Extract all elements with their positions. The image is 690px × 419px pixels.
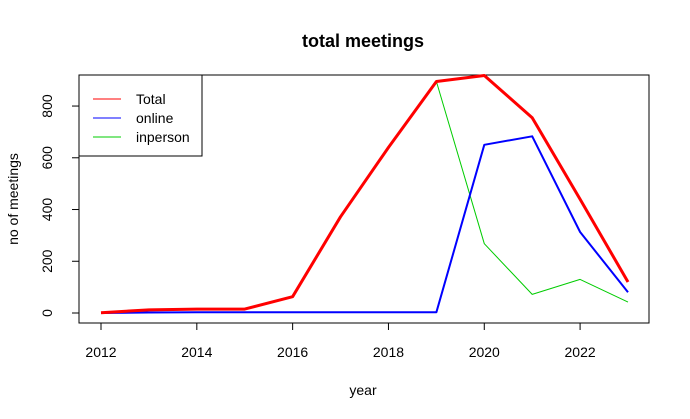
x-axis: 2012 2014 2016 2018 2020 2022: [85, 322, 596, 360]
y-tick-label: 600: [39, 146, 55, 170]
x-axis-label: year: [349, 382, 377, 398]
series-line-total: [100, 74, 630, 315]
legend-label-online: online: [136, 110, 174, 126]
series-layer: [100, 74, 630, 315]
chart-title: total meetings: [302, 31, 424, 51]
x-tick-label: 2022: [565, 344, 596, 360]
x-tick-label: 2020: [469, 344, 500, 360]
y-axis-label: no of meetings: [5, 153, 21, 245]
legend-label-total: Total: [136, 91, 166, 107]
legend: Total online inperson: [78, 74, 203, 157]
x-tick-label: 2016: [277, 344, 308, 360]
legend-label-inperson: inperson: [136, 129, 190, 145]
x-tick-label: 2014: [181, 344, 212, 360]
y-tick-label: 0: [39, 309, 55, 317]
series-line-online: [100, 135, 629, 314]
x-tick-label: 2018: [373, 344, 404, 360]
y-tick-label: 800: [39, 94, 55, 118]
y-tick-label: 400: [39, 198, 55, 222]
y-axis: 0 200 400 600 800: [39, 94, 80, 317]
legend-box: [78, 74, 203, 157]
x-tick-label: 2012: [85, 344, 116, 360]
y-tick-label: 200: [39, 249, 55, 273]
